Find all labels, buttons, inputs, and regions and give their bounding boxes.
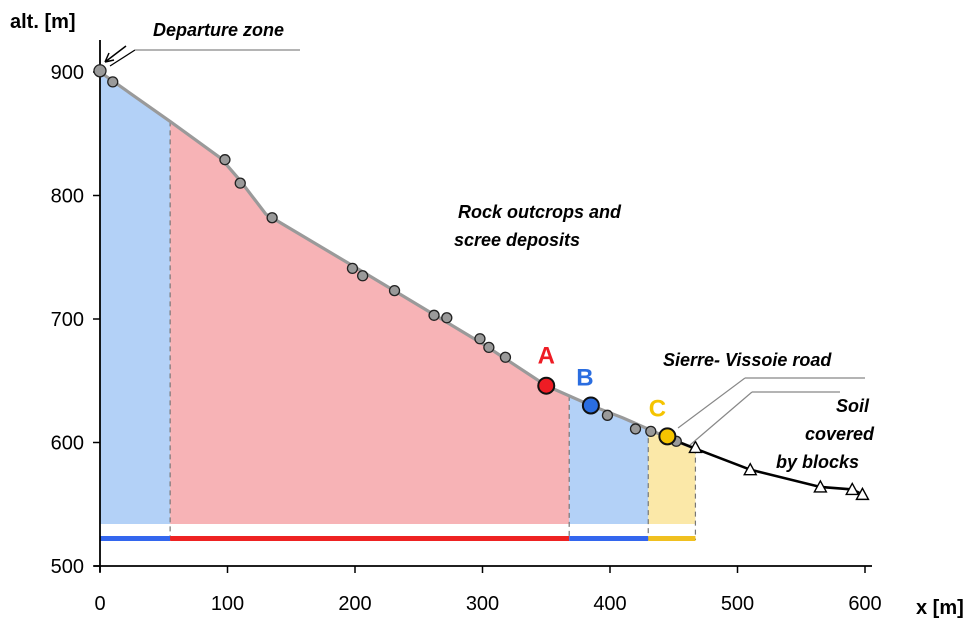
region-fill-0 — [100, 72, 171, 524]
arrow-departure — [104, 45, 127, 63]
survey-point-circle — [356, 270, 369, 282]
survey-point-circle — [428, 309, 440, 321]
annotation-road: Sierre- Vissoie road — [663, 350, 832, 370]
survey-point-circle — [107, 76, 119, 88]
marker-label-b: B — [576, 364, 593, 391]
x-tick-label: 500 — [721, 593, 754, 615]
region-fill-2 — [569, 395, 649, 524]
survey-point-triangle — [845, 481, 860, 496]
y-tick-label: 500 — [51, 556, 84, 578]
survey-point-triangle — [688, 439, 703, 454]
region-bars — [100, 536, 696, 541]
x-tick-label: 200 — [338, 593, 371, 615]
marker-c — [658, 427, 677, 446]
survey-point-circle — [93, 64, 107, 78]
x-axis-title: x [m] — [916, 597, 964, 619]
y-tick-label: 900 — [51, 62, 84, 84]
region-bar-3 — [648, 536, 696, 541]
annotation-soil: Soil — [836, 396, 870, 416]
survey-point-circle — [483, 341, 495, 354]
leader-departure — [109, 49, 136, 67]
region-fill-3 — [648, 429, 696, 524]
survey-point-circle — [499, 351, 512, 363]
survey-point-circle — [601, 409, 614, 421]
y-tick-label: 700 — [51, 309, 84, 331]
annotations: alt. [m] x [m] Departure zone Rock outcr… — [10, 11, 964, 619]
x-tick-label: 600 — [848, 593, 881, 615]
region-fill-1 — [170, 121, 570, 525]
region-bar-1 — [170, 536, 570, 541]
x-tick-label: 400 — [593, 593, 626, 615]
leader-road-b — [689, 391, 753, 446]
profile-line-slope — [99, 70, 697, 451]
survey-point-circle — [346, 262, 359, 275]
survey-point-circle — [234, 177, 246, 189]
annotation-covered: covered — [805, 424, 875, 444]
region-fills — [100, 72, 697, 540]
survey-point-circle — [219, 154, 231, 166]
ticks: 0 100 200 300 400 500 600 500 600 700 800 900 — [51, 62, 882, 615]
highlight-markers: AB C — [537, 343, 677, 446]
survey-point-circle — [629, 423, 642, 435]
marker-a — [537, 376, 556, 395]
annotation-rock-outcrops: Rock outcrops and — [458, 202, 622, 222]
survey-point-triangle — [813, 479, 828, 493]
region-bar-2 — [569, 536, 649, 541]
x-tick-label: 300 — [466, 593, 499, 615]
survey-point-circle — [441, 312, 453, 324]
y-tick-label: 800 — [51, 186, 84, 208]
region-bar-0 — [100, 536, 171, 541]
survey-point-circle — [388, 284, 401, 297]
marker-label-c: C — [649, 395, 666, 422]
annotation-departure-zone: Departure zone — [153, 20, 284, 40]
marker-b — [581, 396, 600, 415]
survey-point-triangle — [855, 486, 870, 501]
x-tick-label: 0 — [94, 593, 105, 615]
x-tick-label: 100 — [211, 593, 244, 615]
marker-label-a: A — [538, 343, 555, 370]
survey-point-circle — [645, 425, 657, 438]
y-axis-title: alt. [m] — [10, 11, 76, 33]
survey-points — [93, 64, 870, 501]
leader-road-a — [677, 377, 746, 429]
annotation-scree-deposits: scree deposits — [454, 230, 580, 250]
annotation-by-blocks: by blocks — [776, 452, 859, 472]
survey-point-circle — [266, 212, 278, 224]
survey-point-circle — [474, 333, 486, 345]
survey-point-triangle — [743, 462, 758, 476]
y-tick-label: 600 — [51, 433, 84, 455]
